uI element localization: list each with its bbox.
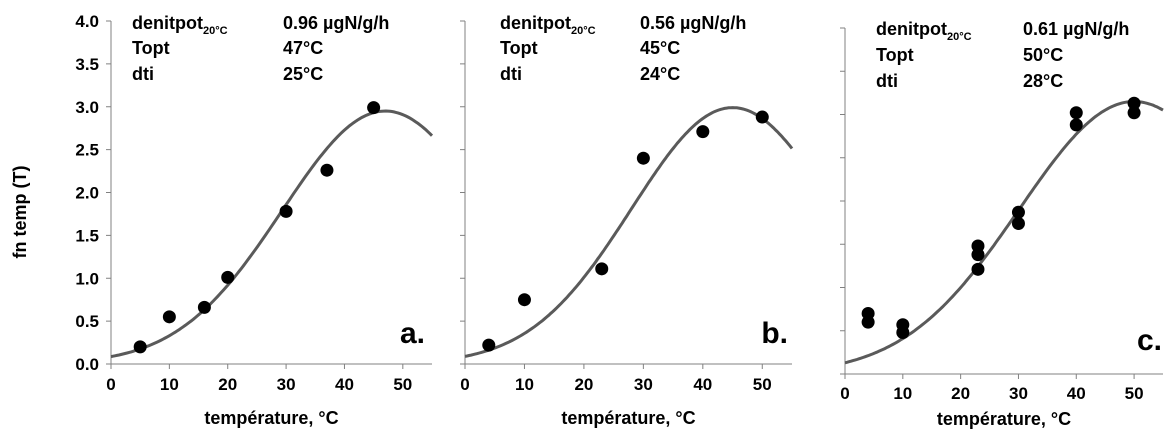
data-point (162, 310, 176, 324)
x-tick-label: 0 (106, 375, 115, 394)
info-label-denitpot: denitpot20°C (876, 19, 972, 43)
data-point (320, 163, 334, 177)
fit-curve (464, 106, 794, 358)
info-label-denitpot: denitpot20°C (500, 13, 596, 37)
fit-curve (844, 100, 1164, 365)
x-tick-label: 50 (393, 375, 412, 394)
info-label-topt: Topt (500, 38, 538, 58)
info-value-dti: 25°C (283, 64, 323, 84)
x-tick-label: 30 (1009, 384, 1028, 403)
data-point (197, 300, 211, 314)
info-label-text: dti (132, 64, 154, 84)
x-tick-label: 30 (634, 375, 653, 394)
panels: 0.0 0.5 1.0 1.5 2.0 2.5 3.0 3.5 4.0 0 10 20 30 40 50 te… (75, 12, 1164, 429)
y-tick-label: 3.0 (75, 98, 99, 117)
data-point (861, 306, 875, 320)
data-point (1069, 106, 1083, 120)
data-point (482, 338, 496, 352)
info-label-topt: Topt (132, 38, 170, 58)
data-point (971, 239, 985, 253)
y-tick-label: 2.0 (75, 184, 99, 203)
data-point (133, 340, 147, 354)
info-label-denitpot: denitpot20°C (132, 13, 228, 37)
info-label-subscript: 20°C (571, 25, 596, 37)
chart-panel-b: 0 10 20 30 40 50 température, °C denitpot20°C 0.… (460, 13, 794, 428)
data-point (636, 151, 650, 165)
data-point (1011, 205, 1025, 219)
info-label-topt: Topt (876, 45, 914, 65)
x-tick-label: 10 (893, 384, 912, 403)
info-value-denitpot: 0.96 µgN/g/h (283, 13, 389, 33)
data-point (1127, 106, 1141, 120)
x-tick-label: 10 (515, 375, 534, 394)
info-label-text: dti (876, 71, 898, 91)
chart-panel-c: 0 10 20 30 40 50 température, °C denitpot20°C 0.… (840, 19, 1164, 429)
y-tick-label: 0.5 (75, 312, 99, 331)
data-point (1069, 118, 1083, 132)
x-tick-label: 20 (574, 375, 593, 394)
y-tick-label: 0.0 (75, 355, 99, 374)
x-tick-label: 50 (753, 375, 772, 394)
data-point (755, 110, 769, 124)
x-tick-label: 40 (335, 375, 354, 394)
info-label-subscript: 20°C (947, 31, 972, 43)
data-point (896, 318, 910, 332)
x-tick-label: 20 (218, 375, 237, 394)
info-label-subscript: 20°C (203, 25, 228, 37)
info-label-text: dti (500, 64, 522, 84)
x-tick-label: 30 (277, 375, 296, 394)
y-tick-label: 1.5 (75, 226, 99, 245)
panel-letter: a. (400, 317, 425, 350)
info-label-dti: dti (132, 64, 154, 84)
data-point (971, 262, 985, 276)
chart-panel-a: 0.0 0.5 1.0 1.5 2.0 2.5 3.0 3.5 4.0 0 10 20 30 40 50 te… (75, 12, 434, 428)
x-axis-title: température, °C (937, 409, 1071, 429)
info-label-dti: dti (500, 64, 522, 84)
info-value-topt: 47°C (283, 38, 323, 58)
info-value-dti: 24°C (640, 64, 680, 84)
x-axis-title: température, °C (204, 408, 338, 428)
x-tick-label: 0 (460, 375, 469, 394)
info-label-text: Topt (132, 38, 170, 58)
data-point (696, 125, 710, 139)
info-label-text: Topt (500, 38, 538, 58)
data-point (279, 204, 293, 218)
data-point (1011, 216, 1025, 230)
y-axis-title: fn temp (T) (10, 166, 30, 259)
x-tick-label: 50 (1125, 384, 1144, 403)
info-label-text: denitpot (876, 19, 947, 39)
x-tick-label: 40 (1067, 384, 1086, 403)
panel-letter: c. (1137, 324, 1162, 357)
panel-letter: b. (761, 317, 788, 350)
y-tick-label: 4.0 (75, 12, 99, 31)
info-label-text: denitpot (500, 13, 571, 33)
info-label-text: denitpot (132, 13, 203, 33)
info-value-dti: 28°C (1023, 71, 1063, 91)
y-tick-label: 2.5 (75, 141, 99, 160)
data-point (367, 101, 381, 115)
info-value-topt: 45°C (640, 38, 680, 58)
y-tick-label: 1.0 (75, 269, 99, 288)
data-point (1127, 96, 1141, 110)
info-value-denitpot: 0.56 µgN/g/h (640, 13, 746, 33)
x-tick-label: 10 (160, 375, 179, 394)
info-value-denitpot: 0.61 µgN/g/h (1023, 19, 1129, 39)
x-tick-label: 40 (693, 375, 712, 394)
info-label-text: Topt (876, 45, 914, 65)
x-axis-title: température, °C (561, 408, 695, 428)
x-tick-label: 20 (951, 384, 970, 403)
x-tick-label: 0 (840, 384, 849, 403)
data-point (517, 293, 531, 307)
data-point (221, 270, 235, 284)
data-point (595, 262, 609, 276)
fit-curve (110, 109, 434, 359)
info-label-dti: dti (876, 71, 898, 91)
y-tick-label: 3.5 (75, 55, 99, 74)
info-value-topt: 50°C (1023, 45, 1063, 65)
